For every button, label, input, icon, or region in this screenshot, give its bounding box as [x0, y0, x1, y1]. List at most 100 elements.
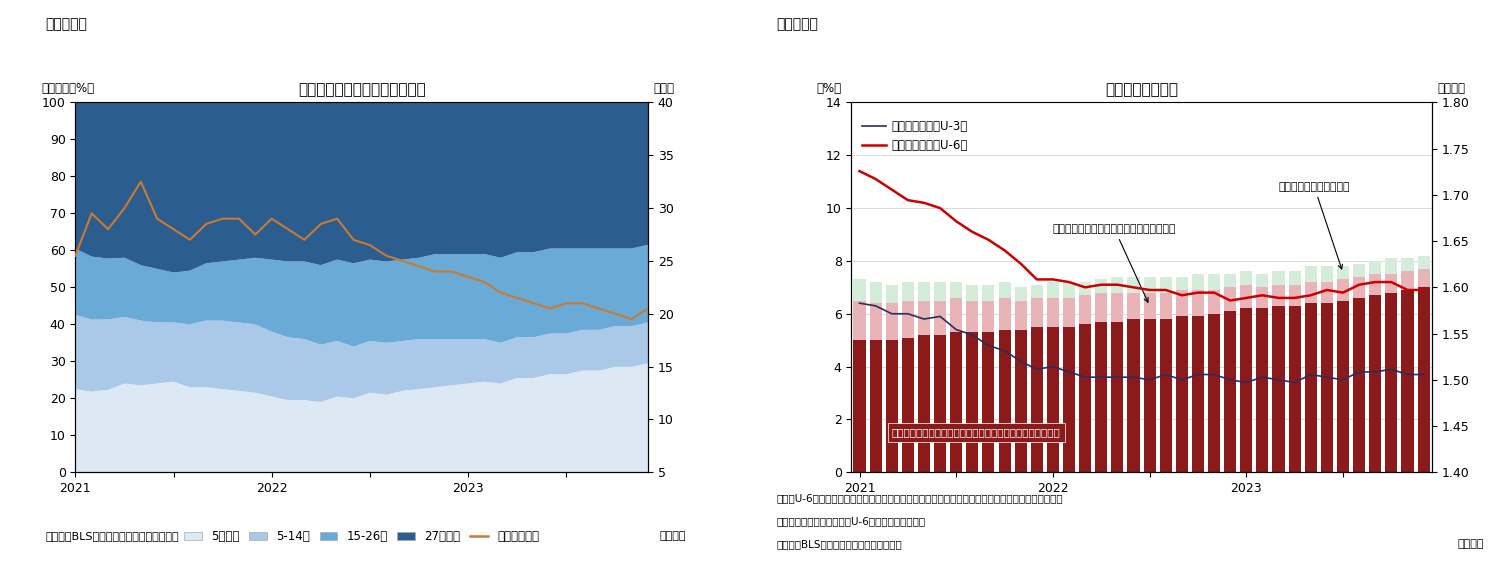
Bar [1240, 284, 1252, 308]
Bar [1320, 266, 1332, 282]
Bar [1353, 277, 1365, 298]
Bar [1418, 287, 1430, 472]
Text: （図表７）: （図表７） [45, 17, 87, 31]
Bar [1062, 298, 1074, 327]
Bar [966, 284, 978, 300]
Bar [1257, 287, 1269, 308]
Text: （月次）: （月次） [1457, 539, 1484, 549]
Bar [1305, 303, 1317, 472]
Bar [1031, 327, 1043, 472]
Bar [1160, 277, 1172, 292]
Bar [1175, 290, 1188, 316]
Bar [1337, 300, 1349, 472]
Bar [853, 300, 865, 340]
Bar [1385, 292, 1397, 472]
Bar [870, 340, 882, 472]
Text: （億人）: （億人） [1438, 82, 1465, 95]
Bar [901, 337, 913, 472]
Text: （シェア、%）: （シェア、%） [41, 82, 93, 95]
Text: （資料）BLSよりニッセイ基礎研究所作成: （資料）BLSよりニッセイ基礎研究所作成 [776, 539, 901, 549]
Bar [1079, 282, 1091, 295]
Text: 労働力人口（経済的理由によるパートタイマー除く、右軸）: 労働力人口（経済的理由によるパートタイマー除く、右軸） [892, 428, 1061, 438]
Bar [1192, 290, 1204, 316]
Bar [1031, 298, 1043, 327]
Bar [901, 300, 913, 337]
Bar [918, 282, 930, 300]
Bar [951, 332, 963, 472]
Bar [1047, 298, 1059, 327]
Bar [1402, 258, 1414, 271]
Bar [918, 300, 930, 335]
Bar [1192, 316, 1204, 472]
Bar [1305, 266, 1317, 282]
Bar [951, 282, 963, 298]
Bar [1305, 282, 1317, 303]
Bar [1353, 298, 1365, 472]
Bar [1111, 292, 1123, 321]
Bar [1240, 271, 1252, 284]
Bar [1079, 295, 1091, 324]
Bar [918, 335, 930, 472]
Bar [886, 303, 898, 340]
Bar [1144, 277, 1156, 292]
Bar [1111, 277, 1123, 292]
Bar [1127, 277, 1139, 292]
Bar [1096, 279, 1108, 292]
Bar [1209, 274, 1221, 290]
Bar [1031, 284, 1043, 298]
Bar [886, 284, 898, 303]
Bar [1224, 287, 1236, 311]
Bar [1160, 292, 1172, 319]
Bar [1402, 271, 1414, 290]
Bar [1192, 274, 1204, 290]
Bar [1224, 274, 1236, 287]
Bar [934, 300, 946, 335]
Bar [1062, 282, 1074, 298]
Bar [1209, 314, 1221, 472]
Bar [1240, 308, 1252, 472]
Bar [1272, 271, 1284, 284]
Bar [1209, 290, 1221, 314]
Text: （資料）BLSよりニッセイ基礎研究所作成: （資料）BLSよりニッセイ基礎研究所作成 [45, 530, 179, 541]
Bar [1144, 292, 1156, 319]
Bar [1096, 321, 1108, 472]
Bar [1111, 321, 1123, 472]
Bar [1047, 282, 1059, 298]
Bar [1047, 327, 1059, 472]
Bar [1288, 306, 1301, 472]
Bar [1337, 266, 1349, 279]
Bar [1014, 329, 1026, 472]
Bar [1224, 311, 1236, 472]
Bar [1370, 274, 1382, 295]
Bar [1079, 324, 1091, 472]
Bar [1257, 274, 1269, 287]
Bar [999, 298, 1011, 329]
Text: （注）U-6＝（失業者＋周辺労働力＋経済的理由によるパートタイマー）／（労働力＋周辺労働力）: （注）U-6＝（失業者＋周辺労働力＋経済的理由によるパートタイマー）／（労働力＋… [776, 493, 1062, 504]
Bar [1385, 274, 1397, 292]
Bar [951, 298, 963, 332]
Bar [1096, 292, 1108, 321]
Bar [1337, 279, 1349, 300]
Bar [983, 300, 995, 332]
Bar [983, 332, 995, 472]
Text: （週）: （週） [654, 82, 675, 95]
Legend: 通常の失業率（U-3）, 広義の失業率（U-6）: 通常の失業率（U-3）, 広義の失業率（U-6） [857, 116, 972, 157]
Bar [934, 335, 946, 472]
Bar [853, 279, 865, 300]
Bar [1127, 292, 1139, 319]
Bar [1418, 269, 1430, 287]
Bar [886, 340, 898, 472]
Bar [1127, 319, 1139, 472]
Bar [934, 282, 946, 300]
Bar [1160, 319, 1172, 472]
Bar [1062, 327, 1074, 472]
Text: 経済的理由によるパートタイマー（右軸）: 経済的理由によるパートタイマー（右軸） [1053, 224, 1177, 302]
Text: （図表８）: （図表８） [776, 17, 818, 31]
Bar [1144, 319, 1156, 472]
Title: 失業期間の分布と平均失業期間: 失業期間の分布と平均失業期間 [298, 82, 425, 97]
Bar [966, 300, 978, 332]
Bar [1402, 290, 1414, 472]
Bar [1175, 316, 1188, 472]
Bar [1288, 284, 1301, 306]
Bar [1320, 282, 1332, 303]
